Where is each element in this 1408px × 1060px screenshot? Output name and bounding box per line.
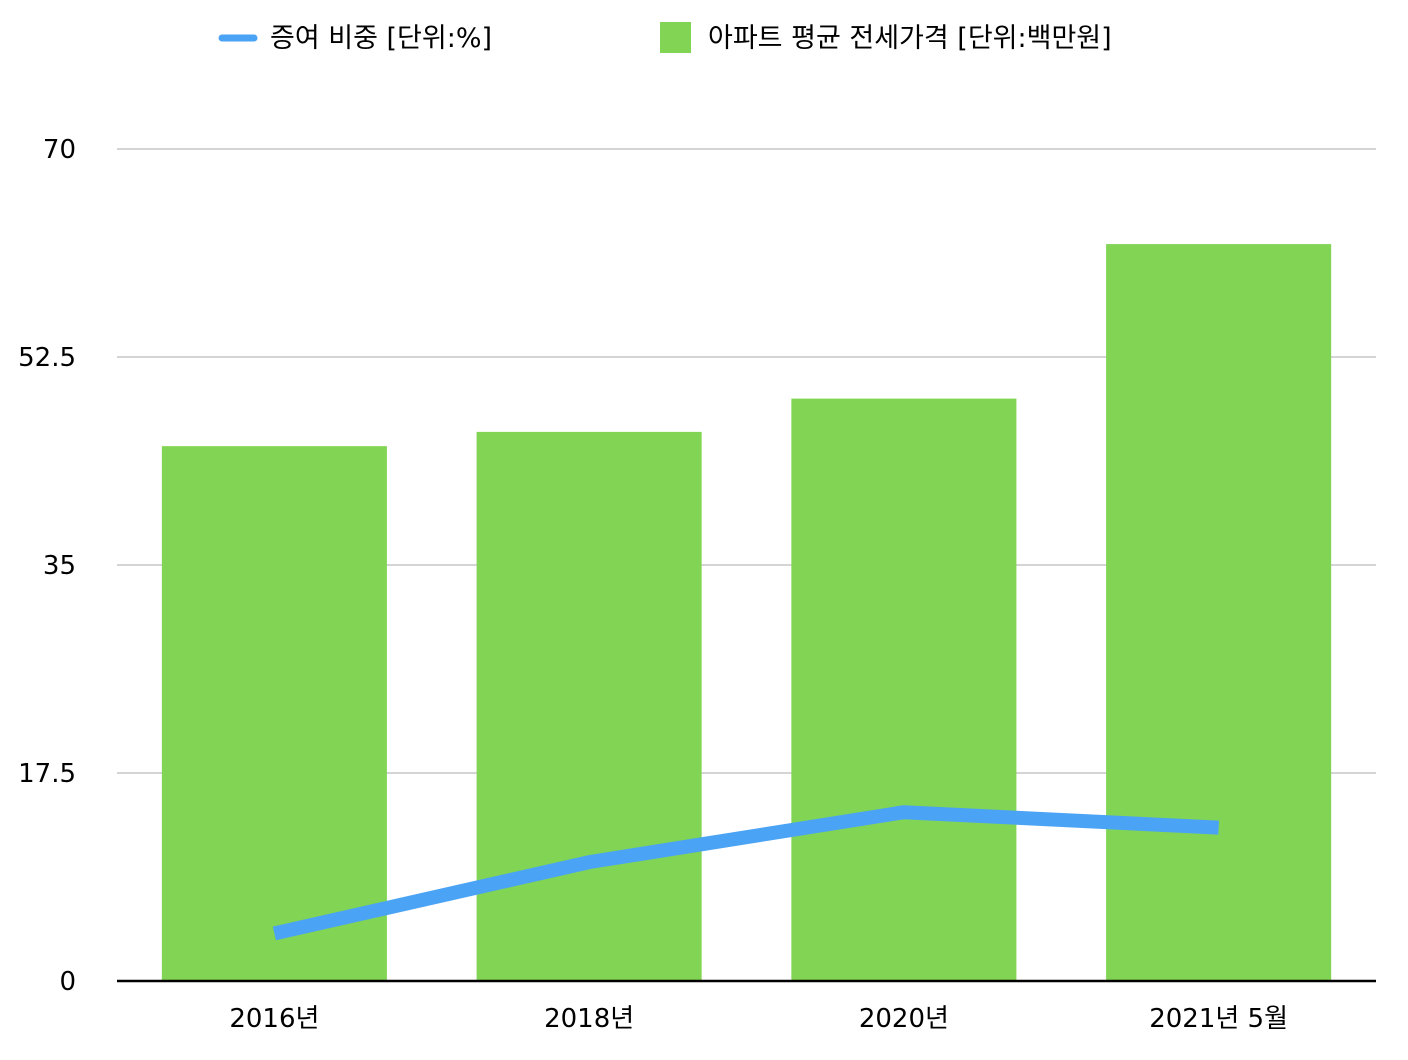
y-axis-tick-labels: 0 17.5 35 52.5 70 [18,135,76,997]
legend-bar-swatch [660,22,691,53]
bar [1106,244,1332,982]
y-tick-label: 52.5 [18,343,76,373]
x-tick-label: 2020년 [859,1004,949,1034]
y-tick-label: 0 [59,967,76,997]
bar [791,398,1017,982]
x-tick-label: 2016년 [229,1004,319,1034]
x-axis-tick-labels: 2016년 2018년 2020년 2021년 5월 [229,1004,1288,1034]
bar [161,446,387,982]
bar [476,431,702,981]
y-tick-label: 70 [43,135,76,165]
line-series [272,805,1219,941]
x-tick-label: 2018년 [544,1004,634,1034]
legend: 증여 비중 [단위:%] 아파트 평균 전세가격 [단위:백만원] [218,22,1112,54]
legend-line-label: 증여 비중 [단위:%] [270,23,492,54]
bar-series [161,244,1332,982]
y-tick-label: 35 [43,551,76,581]
legend-bar-label: 아파트 평균 전세가격 [단위:백만원] [708,23,1112,54]
x-tick-label: 2021년 5월 [1149,1004,1288,1034]
y-tick-label: 17.5 [18,759,76,789]
